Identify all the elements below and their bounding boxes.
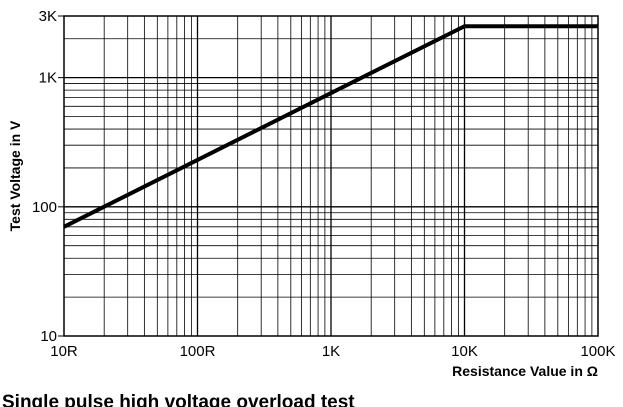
y-tick-label: 10: [40, 328, 57, 345]
y-axis-title: Test Voltage in V: [7, 120, 23, 231]
x-tick-labels: 10R 100R 1K 10K 100K: [50, 343, 615, 360]
y-tick-label: 1K: [39, 70, 57, 87]
grid: [64, 16, 598, 336]
y-tick-label: 3K: [39, 8, 57, 25]
x-tick-label: 1K: [322, 343, 340, 360]
y-tick-label: 100: [32, 199, 57, 216]
x-tick-label: 100R: [180, 343, 216, 360]
x-tick-label: 10R: [50, 343, 78, 360]
x-axis-title: Resistance Value in Ω: [452, 363, 598, 379]
series-line: [63, 24, 598, 229]
x-tick-label: 10K: [451, 343, 478, 360]
plot-frame: [63, 15, 599, 337]
series-layer: [63, 24, 598, 229]
x-tick-label: 100K: [580, 343, 615, 360]
footer-text: Single pulse high voltage overload test: [2, 392, 355, 407]
y-tick-labels: 10 100 1K 3K: [32, 8, 64, 345]
